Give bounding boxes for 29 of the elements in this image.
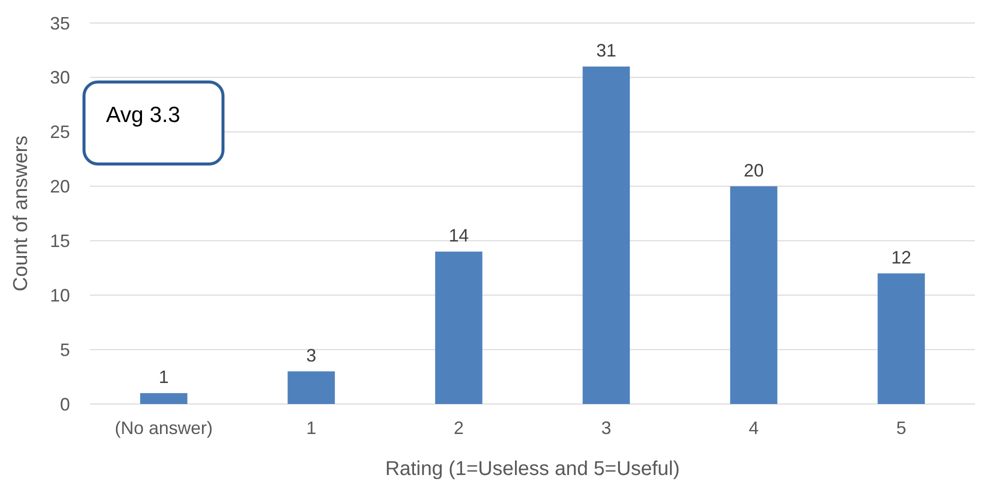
x-tick-label: 2 xyxy=(454,418,464,438)
x-tick-label: 5 xyxy=(896,418,906,438)
data-label: 20 xyxy=(744,160,764,180)
data-label: 14 xyxy=(448,226,469,246)
bar xyxy=(435,252,482,404)
y-axis-title: Count of answers xyxy=(10,136,32,292)
y-tick-label: 30 xyxy=(50,68,70,88)
x-tick-label: 4 xyxy=(748,418,759,438)
y-tick-label: 35 xyxy=(50,13,70,34)
bar xyxy=(878,273,925,404)
x-tick-label: (No answer) xyxy=(114,418,213,438)
y-tick-label: 25 xyxy=(50,122,70,142)
bar xyxy=(288,371,335,404)
bar xyxy=(140,393,188,404)
data-label: 3 xyxy=(306,345,316,366)
bar xyxy=(582,66,630,404)
data-label: 31 xyxy=(596,40,616,61)
data-label: 12 xyxy=(891,247,912,268)
y-tick-label: 10 xyxy=(50,285,70,306)
x-tick-label: 3 xyxy=(601,418,612,438)
data-label: 1 xyxy=(158,367,169,388)
annotation: Avg 3.3 xyxy=(106,102,180,127)
x-tick-label: 1 xyxy=(306,418,316,438)
y-tick-label: 15 xyxy=(50,231,70,252)
y-tick-label: 0 xyxy=(60,394,70,414)
y-tick-label: 20 xyxy=(50,176,70,197)
x-axis-title: Rating (1=Useless and 5=Useful) xyxy=(385,458,680,480)
bar xyxy=(730,186,778,404)
y-tick-label: 5 xyxy=(60,340,70,360)
